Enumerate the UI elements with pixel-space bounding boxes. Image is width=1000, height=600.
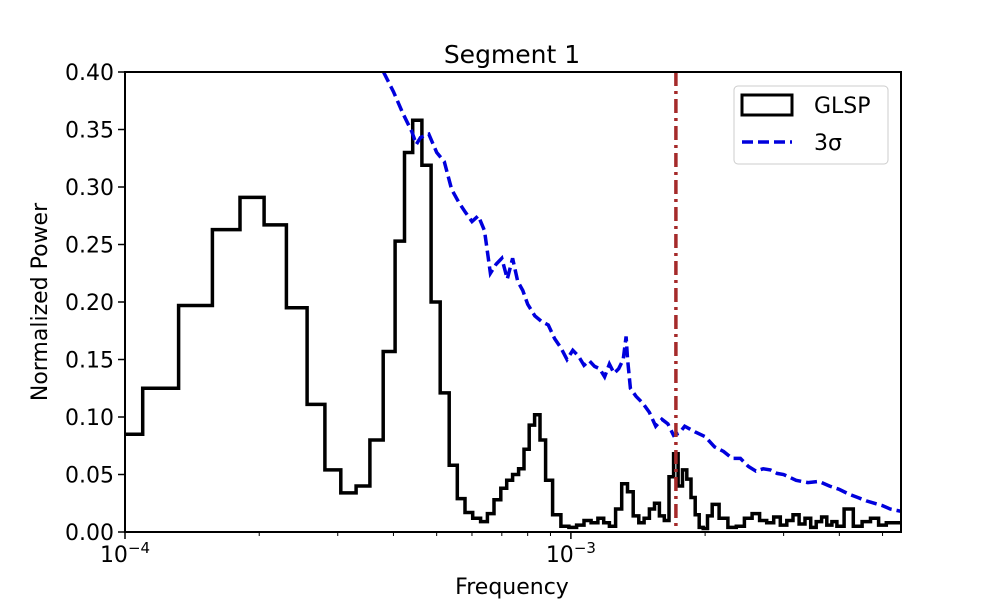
plot-content — [125, 72, 901, 532]
series-glsp-line — [125, 118, 901, 531]
legend-glsp-swatch — [740, 93, 794, 117]
legend: GLSP 3σ — [733, 85, 889, 165]
y-tick-label: 0.30 — [65, 176, 114, 201]
y-axis-label: Normalized Power — [28, 202, 53, 401]
x-tick-label: 10−3 — [546, 539, 596, 568]
y-tick-label: 0.20 — [65, 291, 114, 316]
chart-title: Segment 1 — [444, 40, 580, 69]
y-tick-label: 0.40 — [65, 61, 114, 86]
x-axis-label: Frequency — [455, 575, 569, 600]
y-tick-label: 0.05 — [65, 464, 114, 489]
series-3sigma-line — [381, 72, 901, 514]
y-tick-label: 0.10 — [65, 406, 114, 431]
y-tick-label: 0.35 — [65, 119, 114, 144]
y-tick-label: 0.25 — [65, 234, 114, 259]
y-tick-label: 0.00 — [65, 521, 114, 546]
legend-glsp-label: GLSP — [814, 94, 871, 119]
y-tick-label: 0.15 — [65, 349, 114, 374]
legend-3sigma-label: 3σ — [814, 131, 842, 156]
x-axis: 10−4 10−3 — [100, 532, 884, 568]
legend-box — [733, 85, 889, 165]
x-tick-label: 10−4 — [100, 539, 150, 568]
y-axis: 0.00 0.05 0.10 0.15 0.20 0.25 0.30 0.35 0.40 — [65, 61, 125, 546]
